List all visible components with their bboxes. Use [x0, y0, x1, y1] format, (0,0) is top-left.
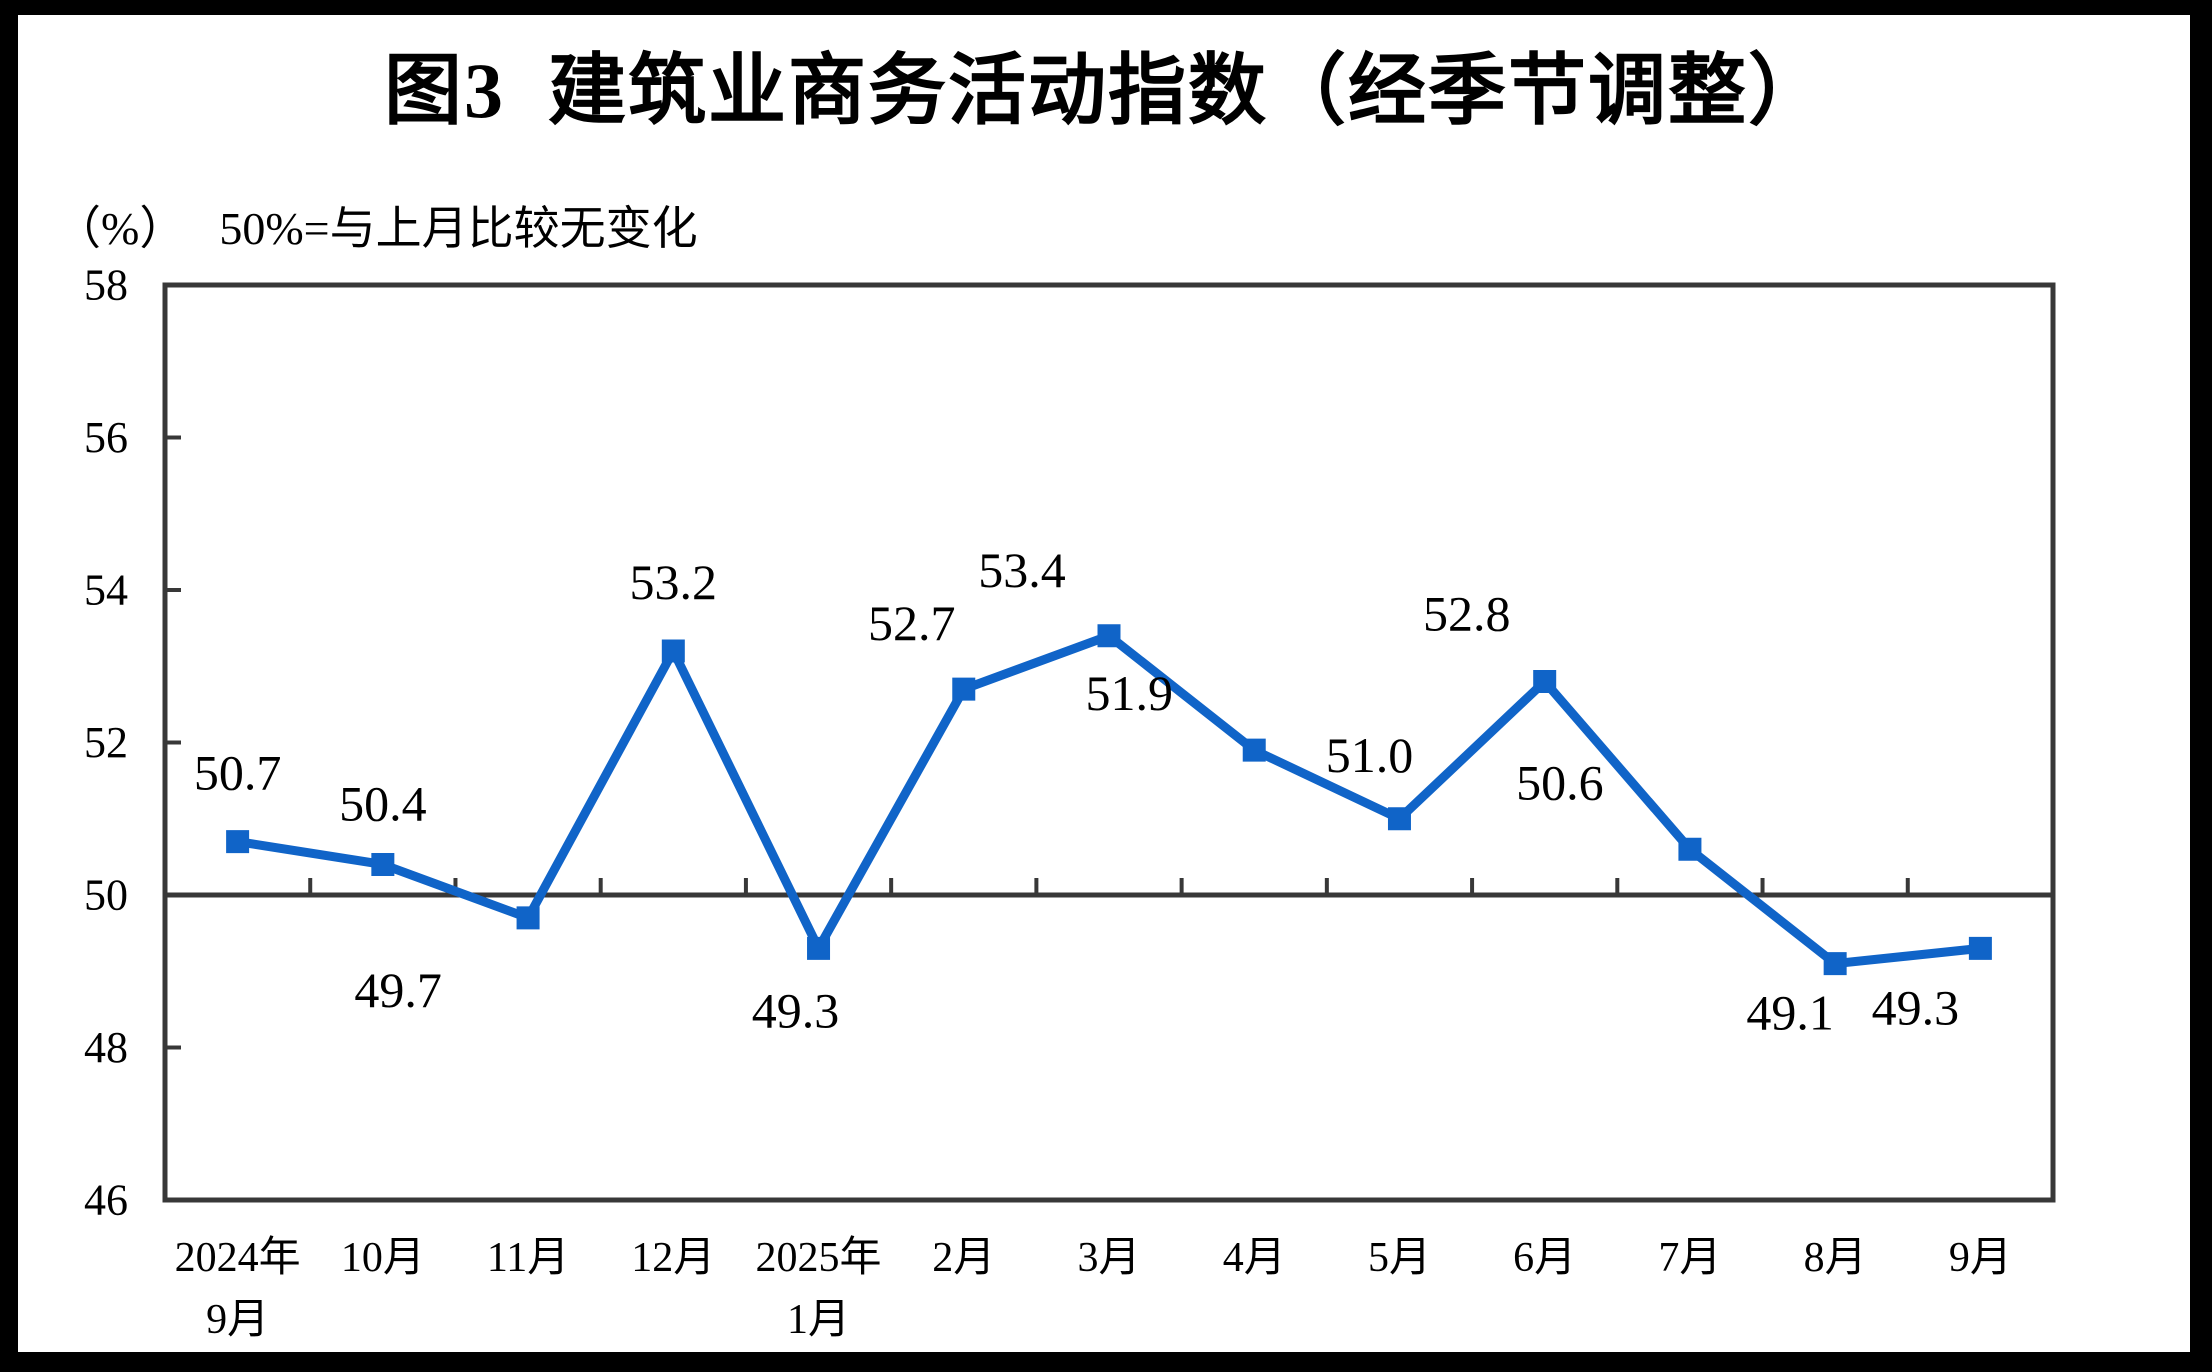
data-point-marker [661, 639, 685, 663]
data-label: 52.7 [868, 595, 956, 651]
y-axis-label: 48 [84, 1023, 128, 1072]
data-label: 51.9 [1085, 665, 1173, 721]
x-axis-label: 9月 [1949, 1235, 2012, 1281]
data-point-marker [516, 906, 540, 930]
x-axis-label: 5月 [1368, 1235, 1431, 1281]
chart-title: 图3 建筑业商务活动指数（经季节调整） [383, 47, 1828, 134]
data-point-marker [1823, 952, 1847, 976]
y-axis-label: 52 [84, 718, 128, 767]
data-point-marker [371, 853, 395, 876]
data-point-marker [1678, 837, 1702, 861]
x-axis-label: 2025年 [756, 1234, 882, 1281]
data-label: 53.2 [630, 554, 718, 610]
x-axis-label: 4月 [1223, 1235, 1286, 1281]
data-point-marker [226, 830, 250, 854]
x-axis-label: 11月 [487, 1235, 569, 1281]
data-label: 49.1 [1746, 985, 1834, 1041]
data-label: 50.7 [194, 745, 282, 801]
x-axis-label: 2月 [932, 1235, 995, 1281]
data-label: 51.0 [1326, 727, 1414, 783]
y-axis-label: 58 [84, 261, 128, 310]
plot-frame [162, 282, 2056, 1203]
data-label: 52.8 [1423, 586, 1511, 642]
chart-canvas [18, 15, 2190, 1352]
data-point-marker [952, 677, 976, 701]
data-point-marker [1097, 624, 1121, 648]
axis-unit-note: （%） 50%=与上月比较无变化 [55, 192, 698, 258]
y-axis-label: 50 [84, 871, 128, 920]
x-axis-label: 12月 [631, 1235, 715, 1281]
data-label: 49.7 [354, 962, 442, 1018]
y-axis-unit-label: （%） [55, 203, 186, 254]
x-axis-label: 2024年 [175, 1234, 301, 1281]
data-label: 50.4 [339, 776, 427, 832]
data-label: 53.4 [978, 542, 1066, 598]
data-point-marker [1968, 936, 1992, 960]
y-axis-label: 54 [84, 566, 128, 615]
data-point-marker [1533, 670, 1557, 693]
x-axis-label: 3月 [1077, 1235, 1140, 1281]
data-label: 49.3 [1872, 979, 1960, 1035]
x-axis-label: 1月 [787, 1297, 850, 1343]
x-axis-label: 10月 [341, 1235, 425, 1281]
x-axis-label: 9月 [206, 1297, 269, 1343]
data-point-marker [1242, 738, 1266, 762]
x-axis-label: 7月 [1658, 1235, 1721, 1281]
y-axis-label: 56 [84, 413, 128, 462]
data-label: 49.3 [752, 982, 840, 1038]
data-point-marker [1387, 807, 1411, 831]
x-axis-label: 8月 [1804, 1235, 1867, 1281]
x-axis-label: 6月 [1513, 1235, 1576, 1281]
baseline-note: 50%=与上月比较无变化 [219, 203, 698, 254]
data-label: 50.6 [1516, 754, 1604, 810]
data-point-marker [807, 936, 831, 960]
y-axis-label: 46 [84, 1176, 128, 1225]
